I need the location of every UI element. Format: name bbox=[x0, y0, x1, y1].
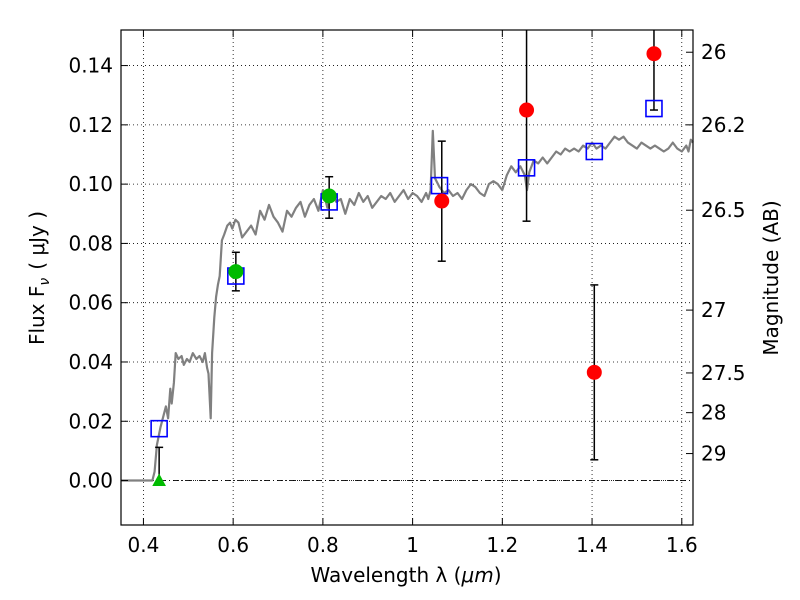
y-tick-label: 0.04 bbox=[68, 350, 113, 374]
grid bbox=[121, 30, 693, 525]
x-tick-label: 1.4 bbox=[576, 533, 608, 557]
tick-layer: 0.4 0.6 0.8 1 1.2 1.4 1.6 0.00 0.02 0.04 0.06 0.08 0… bbox=[68, 30, 746, 557]
mag-tick-label: 26 bbox=[701, 40, 726, 64]
x-axis-title-suffix: ) bbox=[494, 563, 502, 587]
x-axis-title: Wavelength λ (μm) bbox=[310, 563, 501, 587]
mag-tick-label: 26.5 bbox=[701, 198, 746, 222]
nondetection-marker bbox=[152, 473, 166, 487]
x-tick-label: 1 bbox=[406, 533, 419, 557]
x-tick-label: 1.6 bbox=[666, 533, 698, 557]
x-tick-label: 1.2 bbox=[486, 533, 518, 557]
mag-tick-label: 27.5 bbox=[701, 361, 746, 385]
y-tick-label: 0.10 bbox=[68, 172, 113, 196]
x-tick-label: 0.8 bbox=[307, 533, 339, 557]
spectrum-line bbox=[121, 129, 694, 482]
mag-tick-label: 28 bbox=[701, 401, 726, 425]
x-axis-title-prefix: Wavelength λ ( bbox=[310, 563, 461, 587]
ir-marker bbox=[646, 46, 662, 62]
y-axis-title-text: Flux F bbox=[25, 286, 49, 345]
y-tick-label: 0.02 bbox=[68, 409, 113, 433]
model-flux-marker bbox=[430, 176, 449, 195]
y-tick-label: 0.06 bbox=[68, 291, 113, 315]
y-axis-title-unit: ( μJy ) bbox=[25, 211, 49, 270]
y-axis-title: Flux Fν ( μJy ) bbox=[25, 211, 53, 345]
x-tick-label: 0.6 bbox=[217, 533, 249, 557]
detection-marker bbox=[321, 188, 337, 204]
ir-marker bbox=[434, 193, 450, 209]
y-tick-label: 0.08 bbox=[68, 231, 113, 255]
detection-marker bbox=[228, 264, 244, 280]
model-flux-marker bbox=[150, 419, 168, 438]
spectrum-layer bbox=[121, 129, 694, 482]
right-axis-title: Magnitude (AB) bbox=[759, 200, 783, 355]
ir-marker bbox=[586, 364, 602, 380]
label-layer: Wavelength λ (μm) Flux Fν ( μJy ) Magnitu… bbox=[25, 200, 783, 587]
plot-frame bbox=[120, 29, 694, 526]
x-axis-title-unit: μm bbox=[460, 563, 493, 587]
mag-tick-label: 27 bbox=[701, 298, 726, 322]
y-tick-label: 0.12 bbox=[68, 113, 113, 137]
x-tick-label: 0.4 bbox=[128, 533, 160, 557]
y-axis-title-subscript: ν bbox=[37, 278, 53, 286]
y-tick-label: 0.14 bbox=[68, 54, 113, 78]
mag-tick-label: 26.2 bbox=[701, 113, 746, 137]
mag-tick-label: 29 bbox=[701, 442, 726, 466]
y-tick-label: 0.00 bbox=[68, 469, 113, 493]
ir-marker bbox=[519, 102, 535, 118]
marker-layer bbox=[150, 30, 663, 487]
model-flux-marker bbox=[585, 142, 604, 161]
model-flux-marker bbox=[645, 99, 663, 118]
model-flux-marker bbox=[517, 159, 536, 177]
